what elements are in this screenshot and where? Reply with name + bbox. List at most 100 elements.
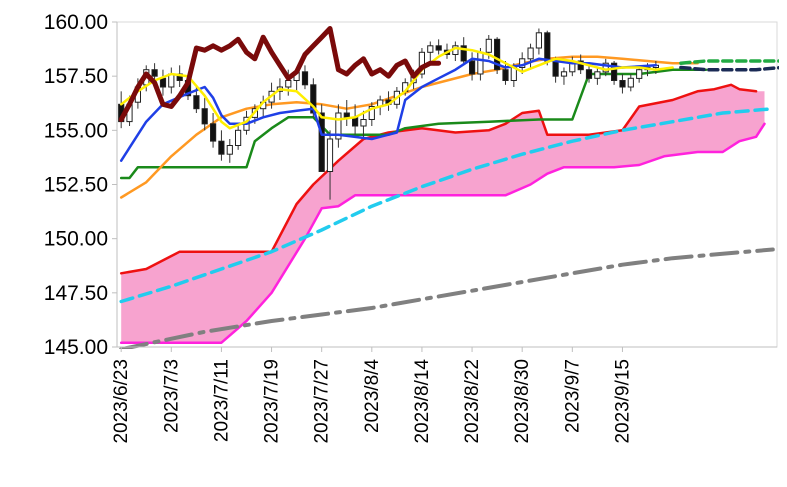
candle — [427, 41, 434, 61]
candle-body-down — [619, 80, 626, 88]
x-tick-label: 2023/8/30 — [512, 359, 533, 444]
candle-body-up — [226, 145, 233, 155]
candle — [560, 67, 568, 85]
candle — [619, 74, 626, 94]
candle-body-down — [552, 60, 559, 77]
candle-body-up — [560, 71, 568, 77]
candle — [335, 104, 342, 148]
x-tick-label: 2023/8/22 — [462, 359, 483, 444]
series-line-lagging — [118, 26, 442, 122]
series-line-span-b — [119, 122, 766, 344]
candle-body-down — [469, 60, 476, 75]
candle — [460, 37, 467, 66]
candle — [418, 48, 425, 79]
lines-back-layer — [119, 55, 775, 349]
x-tick-label: 2023/6/23 — [111, 359, 132, 444]
candle — [301, 65, 309, 90]
x-tick-label: 2023/8/4 — [362, 359, 383, 433]
lines-front-layer — [118, 26, 779, 162]
y-tick-label: 147.50 — [44, 282, 108, 305]
candle-body-down — [502, 69, 509, 81]
x-tick-label: 2023/7/27 — [312, 359, 333, 444]
x-tick-label: 2023/7/11 — [211, 359, 232, 442]
candle — [360, 110, 367, 139]
candle-body-up — [602, 62, 609, 73]
candle — [226, 139, 233, 163]
candle-body-down — [611, 62, 618, 81]
candle-body-down — [210, 123, 217, 142]
candle-body-up — [594, 71, 601, 79]
candle-body-up — [285, 80, 292, 88]
candle-body-up — [535, 32, 542, 49]
candle-body-up — [477, 51, 484, 75]
y-tick-label: 155.00 — [44, 119, 108, 142]
cloud-layer — [121, 84, 765, 343]
candle-body-up — [335, 112, 342, 140]
series-line-span-a — [119, 83, 758, 275]
candle-body-up — [636, 69, 643, 79]
candle — [494, 37, 501, 74]
plot-area — [117, 21, 779, 349]
candle — [611, 61, 618, 85]
candle-body-down — [159, 77, 167, 88]
y-tick-label: 145.00 — [44, 336, 108, 359]
candle-body-down — [193, 95, 200, 110]
candle-body-down — [301, 71, 309, 86]
candle-body-up — [485, 38, 492, 53]
series-line-base — [119, 57, 658, 162]
candle-body-up — [527, 47, 534, 60]
candle-body-up — [427, 45, 434, 53]
x-tick-label: 2023/9/15 — [612, 359, 633, 444]
series-line-future-green — [679, 59, 779, 65]
x-tick-label: 2023/8/14 — [412, 359, 433, 444]
candle-body-down — [585, 69, 593, 79]
candle — [594, 67, 601, 85]
cloud-fill — [121, 84, 765, 343]
candle-body-down — [435, 45, 442, 51]
y-tick-label: 160.00 — [44, 11, 108, 34]
candle — [368, 102, 375, 126]
candle-body-down — [218, 140, 225, 155]
candle-body-up — [627, 77, 634, 88]
candle-body-down — [310, 84, 317, 114]
candle-body-up — [418, 51, 425, 75]
candle — [326, 130, 334, 200]
x-tick-label: 2023/7/19 — [262, 359, 283, 444]
candle-body-up — [360, 119, 367, 127]
x-axis: 2023/6/23 2023/7/3 2023/7/11 2023/7/19 2023/… — [111, 346, 777, 444]
x-tick-label: 2023/9/7 — [562, 359, 583, 433]
candle-body-down — [343, 112, 350, 118]
candle — [210, 113, 217, 148]
y-tick-label: 152.50 — [44, 174, 108, 197]
series-line-sma-25 — [119, 106, 775, 304]
series-line-future-navy — [679, 65, 779, 72]
candle-body-down — [494, 38, 501, 71]
candle-body-down — [577, 60, 584, 71]
y-tick-label: 157.50 — [44, 65, 108, 88]
candle-body-down — [460, 45, 467, 62]
series-line-sma-75 — [119, 247, 775, 349]
candle — [469, 52, 476, 81]
candle — [527, 43, 534, 68]
y-axis: 160.00 157.50 155.00 152.50 150.00 147.50 145.… — [44, 11, 118, 359]
x-tick-label: 2023/7/3 — [161, 359, 182, 433]
series-line-kijun-green — [119, 68, 708, 180]
candle — [585, 65, 593, 83]
candle — [602, 58, 609, 77]
candle-body-down — [544, 32, 551, 62]
candle — [627, 74, 634, 92]
series-line-conversion — [119, 46, 674, 130]
candle — [435, 39, 442, 55]
candle — [201, 97, 208, 131]
series-line-ema — [119, 55, 699, 199]
candle-body-up — [235, 129, 242, 147]
candle — [235, 123, 242, 150]
y-tick-label: 150.00 — [44, 228, 108, 251]
candle — [218, 130, 225, 161]
candle — [535, 28, 542, 55]
candle-body-down — [151, 69, 158, 77]
candle — [636, 67, 643, 83]
candle-body-down — [318, 112, 325, 172]
